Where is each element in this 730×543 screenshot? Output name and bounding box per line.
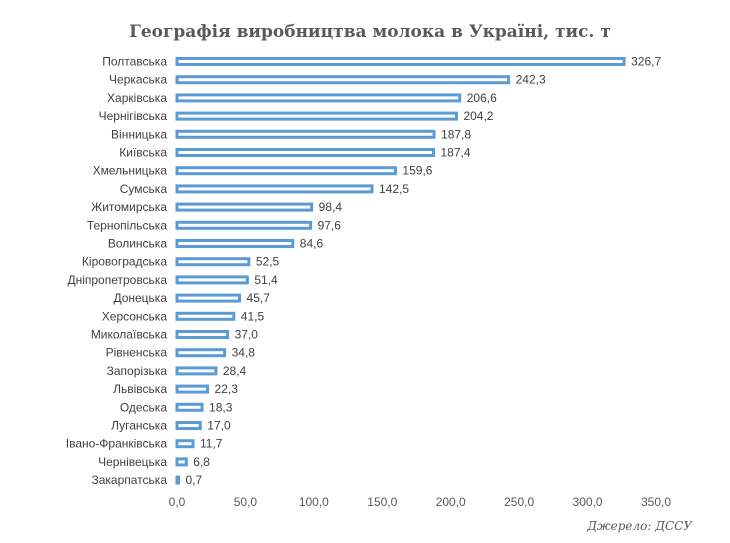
bar xyxy=(175,457,188,467)
category-label: Донецька xyxy=(113,291,167,305)
bar xyxy=(175,202,314,212)
category-label: Дніпропетровська xyxy=(67,273,167,287)
category-label: Івано-Франківська xyxy=(66,437,168,451)
category-label: Луганська xyxy=(111,419,167,433)
bar xyxy=(175,439,195,449)
category-label: Запорізька xyxy=(107,364,168,378)
bar xyxy=(175,384,210,394)
data-label: 142,5 xyxy=(379,182,409,196)
data-label: 187,8 xyxy=(441,127,471,141)
bar xyxy=(175,421,202,430)
category-label: Хмельницька xyxy=(93,164,168,178)
category-label: Херсонська xyxy=(102,309,168,323)
category-label: Полтавська xyxy=(102,55,167,69)
bar xyxy=(175,402,204,412)
category-label: Вінницька xyxy=(111,127,167,141)
bar xyxy=(175,348,227,358)
bar xyxy=(175,366,218,376)
data-label: 51,4 xyxy=(254,273,278,287)
data-label: 37,0 xyxy=(235,328,259,342)
data-label: 159,6 xyxy=(402,164,432,178)
category-label: Київська xyxy=(119,146,167,160)
category-label: Харківська xyxy=(107,91,167,105)
category-label: Тернопільська xyxy=(87,218,167,232)
data-label: 52,5 xyxy=(256,255,280,269)
category-label: Львівська xyxy=(113,382,167,396)
bar xyxy=(175,148,435,157)
data-label: 17,0 xyxy=(207,419,231,433)
data-label: 11,7 xyxy=(200,437,223,451)
category-label: Чернігівська xyxy=(99,109,168,123)
bar xyxy=(175,166,397,176)
category-label: Кіровоградська xyxy=(82,255,167,269)
data-label: 187,4 xyxy=(440,146,470,160)
x-tick-label: 0,0 xyxy=(169,495,186,509)
data-label: 97,6 xyxy=(318,218,342,232)
data-label: 34,8 xyxy=(232,346,256,360)
bar xyxy=(175,184,374,194)
bar xyxy=(175,311,236,321)
x-tick-label: 50,0 xyxy=(234,495,258,509)
x-tick-label: 250,0 xyxy=(504,495,534,509)
category-label: Сумська xyxy=(120,182,168,196)
x-axis-ticks: 0,0 50,0 100,0 150,0 200,0 250,0 300,0 350,0 xyxy=(169,495,672,509)
data-label: 326,7 xyxy=(631,55,661,69)
category-label: Закарпатська xyxy=(92,473,168,487)
x-tick-label: 100,0 xyxy=(299,495,329,509)
data-label: 6,8 xyxy=(193,455,210,469)
data-label: 18,3 xyxy=(209,400,233,414)
data-label: 41,5 xyxy=(241,309,265,323)
category-label: Черкаська xyxy=(109,73,167,87)
x-tick-label: 150,0 xyxy=(367,495,397,509)
category-label: Рівненська xyxy=(106,346,168,360)
data-label: 204,2 xyxy=(463,109,493,123)
bar xyxy=(175,330,230,339)
data-label: 22,3 xyxy=(215,382,239,396)
data-label: 0,7 xyxy=(186,473,203,487)
data-label: 84,6 xyxy=(300,237,324,251)
bar xyxy=(175,239,295,248)
category-label: Волинська xyxy=(108,237,168,251)
x-tick-label: 350,0 xyxy=(641,495,671,509)
bar xyxy=(175,111,458,121)
bar xyxy=(175,75,511,85)
data-label: 242,3 xyxy=(516,73,546,87)
source-note: Джерело: ДССУ xyxy=(586,519,693,533)
data-label: 45,7 xyxy=(247,291,271,305)
data-label: 98,4 xyxy=(319,200,343,214)
x-tick-label: 200,0 xyxy=(436,495,466,509)
data-label: 206,6 xyxy=(467,91,497,105)
data-label: 28,4 xyxy=(223,364,247,378)
bar xyxy=(175,475,180,485)
bar xyxy=(175,293,242,303)
category-label: Одеська xyxy=(120,400,168,414)
bar xyxy=(175,129,436,139)
category-label: Житомирська xyxy=(91,200,167,214)
bar xyxy=(175,57,626,66)
bar xyxy=(175,275,249,285)
bar xyxy=(175,257,251,267)
bars-group xyxy=(175,57,626,485)
category-labels: Полтавська Черкаська Харківська Чернігівськ… xyxy=(66,55,168,488)
category-label: Чернівецька xyxy=(98,455,167,469)
category-label: Миколаївська xyxy=(91,328,168,342)
value-labels: 326,7 242,3 206,6 204,2 187,8 187,4 159,6 142,5… xyxy=(186,55,662,488)
x-tick-label: 300,0 xyxy=(573,495,603,509)
bar xyxy=(175,220,313,230)
chart-title: Географія виробництва молока в Україні, … xyxy=(129,22,611,42)
bar xyxy=(175,93,462,103)
